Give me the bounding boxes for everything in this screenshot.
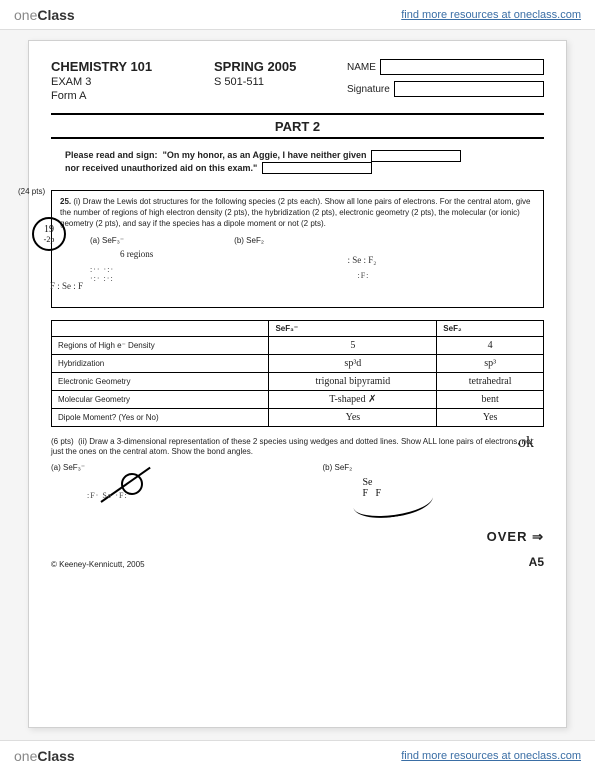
sketch-3d-area: (a) SeF₃⁻ :F· Se ·F: (b) SeF₂ SeF F [51, 463, 544, 523]
brand-logo[interactable]: oneClass [14, 7, 75, 23]
sk3d-a-atoms: :F· Se ·F: [87, 491, 128, 500]
name-field-box [380, 59, 544, 75]
sketch-3d-a: (a) SeF₃⁻ :F· Se ·F: [51, 463, 273, 523]
signature-field-box [394, 81, 544, 97]
bottom-resources-link[interactable]: find more resources at oneclass.com [401, 750, 581, 762]
sketch-a-note: 6 regions [120, 249, 153, 259]
sketch-a-formula: F : Se : F [50, 281, 83, 291]
tbl-blank-header [52, 320, 269, 336]
lewis-sketch-area: 6 regions :·· ·:··:· :·: F : Se : F : Se… [60, 249, 535, 299]
sketch-b-formula: : Se : F₂ [348, 255, 377, 265]
row-label: Dipole Moment? (Yes or No) [52, 408, 269, 426]
top-bar: oneClass find more resources at oneclass… [0, 0, 595, 30]
row-ans-b: 4 [437, 336, 544, 354]
q25-body: (i) Draw the Lewis dot structures for th… [60, 197, 530, 228]
row-label: Hybridization [52, 354, 269, 372]
sk3d-b-label: (b) SeF₂ [323, 463, 353, 472]
row-label: Regions of High e⁻ Density [52, 336, 269, 354]
sk3d-b-atoms: SeF F [363, 477, 382, 499]
page-number: A5 [529, 555, 544, 569]
tbl-col2: SeF₂ [437, 320, 544, 336]
q25ii-text: (ii) Draw a 3-dimensional representation… [51, 437, 533, 456]
brand-logo-bottom[interactable]: oneClass [14, 748, 75, 764]
brand-first-b: one [14, 748, 37, 764]
properties-table: SeF₃⁻ SeF₂ Regions of High e⁻ Density 5 … [51, 320, 544, 427]
exam-number: EXAM 3 [51, 76, 196, 88]
signature-label: Signature [347, 84, 390, 95]
question-25-block: (24 pts) 19 -2p 25. (i) Draw the Lewis d… [51, 190, 544, 307]
sketch-3d-b: (b) SeF₂ SeF F [323, 463, 545, 523]
row-label: Molecular Geometry [52, 390, 269, 408]
score-value: 19 [44, 224, 54, 235]
name-label: NAME [347, 62, 376, 73]
table-row: Hybridization sp³d sp³ [52, 354, 544, 372]
q25ii-pts: (6 pts) [51, 437, 74, 446]
page-footer: © Keeney-Kennicutt, 2005 A5 [51, 555, 544, 569]
table-row: Regions of High e⁻ Density 5 4 [52, 336, 544, 354]
form-label: Form A [51, 90, 196, 102]
sketch-b-dots: :F: [358, 271, 370, 280]
row-ans-b: tetrahedral [437, 372, 544, 390]
q25ii: (6 pts) (ii) Draw a 3-dimensional repres… [51, 437, 544, 458]
exam-header: CHEMISTRY 101 EXAM 3 Form A SPRING 2005 … [51, 59, 544, 103]
row-ans-a: Yes [269, 408, 437, 426]
brand-second: Class [37, 7, 74, 23]
header-rule [51, 113, 544, 115]
row-ans-a: sp³d [269, 354, 437, 372]
ok-mark: ok [518, 433, 534, 454]
honor-text2: nor received unauthorized aid on this ex… [65, 163, 257, 173]
honor-blank-1 [371, 150, 461, 162]
score-circle: 19 -2p [32, 217, 66, 251]
table-row: Molecular Geometry T-shaped ✗ bent [52, 390, 544, 408]
course-title: CHEMISTRY 101 [51, 59, 196, 74]
bottom-bar: oneClass find more resources at oneclass… [0, 740, 595, 770]
sketch-a-dots: :·· ·:··:· :·: [90, 265, 114, 283]
semester: SPRING 2005 [214, 59, 329, 74]
q25-text: 25. (i) Draw the Lewis dot structures fo… [60, 197, 535, 229]
tbl-col1: SeF₃⁻ [269, 320, 437, 336]
row-ans-b: bent [437, 390, 544, 408]
part-heading: PART 2 [51, 119, 544, 139]
q25-number: 25. [60, 197, 71, 206]
score-deduction: -2p [44, 235, 55, 244]
row-ans-b: sp³ [437, 354, 544, 372]
row-ans-b: Yes [437, 408, 544, 426]
honor-text1: "On my honor, as an Aggie, I have neithe… [163, 150, 367, 160]
top-resources-link[interactable]: find more resources at oneclass.com [401, 9, 581, 21]
q25a-label: (a) SeF₃⁻ [90, 236, 124, 245]
sketch-b: : Se : F₂ :F: [318, 249, 536, 299]
honor-blank-2 [262, 162, 372, 174]
honor-lead: Please read and sign: [65, 150, 158, 160]
row-label: Electronic Geometry [52, 372, 269, 390]
brand-second-b: Class [37, 748, 74, 764]
section: S 501-511 [214, 76, 329, 88]
row-ans-a: 5 [269, 336, 437, 354]
q25b-label: (b) SeF₂ [234, 236, 264, 245]
row-ans-a: trigonal bipyramid [269, 372, 437, 390]
table-row: Electronic Geometry trigonal bipyramid t… [52, 372, 544, 390]
sketch-a: 6 regions :·· ·:··:· :·: F : Se : F [60, 249, 278, 299]
over-indicator: OVER ⇒ [51, 529, 544, 545]
q25-points: (24 pts) [18, 187, 45, 196]
brand-first: one [14, 7, 37, 23]
row-ans-a: T-shaped ✗ [269, 390, 437, 408]
copyright: © Keeney-Kennicutt, 2005 [51, 560, 145, 569]
document-page: CHEMISTRY 101 EXAM 3 Form A SPRING 2005 … [28, 40, 567, 728]
sk3d-a-label: (a) SeF₃⁻ [51, 463, 85, 472]
honor-statement: Please read and sign: "On my honor, as a… [65, 149, 530, 174]
table-row: Dipole Moment? (Yes or No) Yes Yes [52, 408, 544, 426]
